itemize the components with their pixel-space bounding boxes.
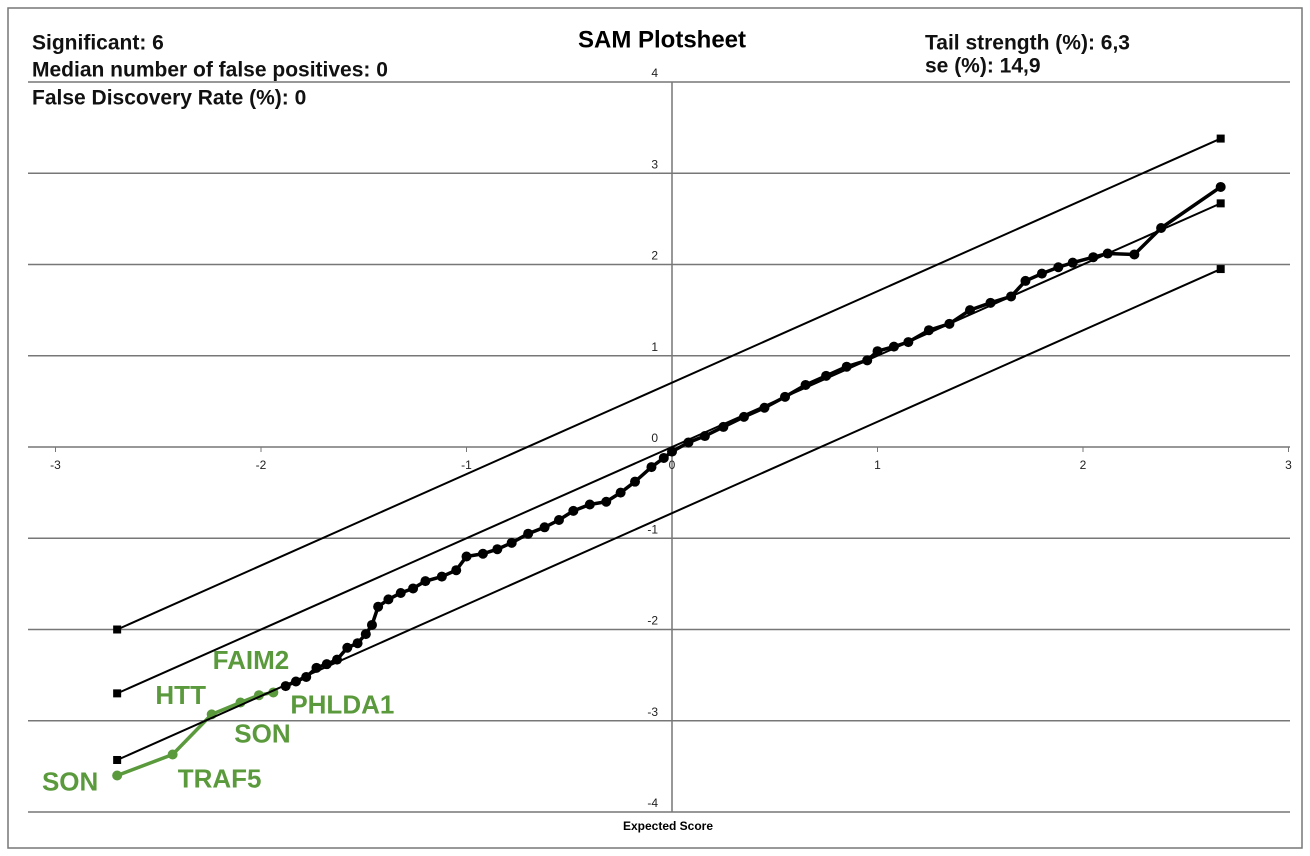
- point: [436, 571, 447, 582]
- y-tick-label: -2: [647, 614, 658, 628]
- point: [506, 537, 517, 548]
- point: [373, 601, 384, 612]
- point: [420, 576, 431, 587]
- y-tick-label: -3: [647, 705, 658, 719]
- x-tick-label: 3: [1285, 458, 1292, 472]
- annotation: Significant: 6: [32, 32, 164, 55]
- point: [352, 638, 363, 649]
- x-tick-label: 0: [669, 458, 676, 472]
- series-line: [116, 202, 1222, 695]
- point: [523, 528, 534, 539]
- point: [539, 522, 550, 533]
- x-tick-label: 1: [874, 458, 881, 472]
- point: [568, 505, 579, 516]
- point: [451, 565, 462, 576]
- chart-title: SAM Plotsheet: [578, 26, 746, 53]
- point: [658, 452, 669, 463]
- point-label: HTT: [155, 680, 206, 710]
- x-tick-label: -3: [50, 458, 61, 472]
- annotation: Tail strength (%): 6,3: [925, 32, 1130, 55]
- point: [408, 583, 419, 594]
- point: [360, 629, 371, 640]
- x-tick-label: -2: [256, 458, 267, 472]
- point: [395, 588, 406, 598]
- point-label: PHLDA1: [290, 689, 394, 719]
- point: [112, 770, 123, 781]
- y-tick-label: 2: [651, 249, 658, 263]
- point-label: FAIM2: [213, 645, 290, 675]
- point: [1053, 262, 1064, 273]
- point: [113, 689, 122, 698]
- y-tick-label: 3: [651, 157, 658, 171]
- y-tick-label: 1: [651, 340, 658, 354]
- point: [1020, 275, 1031, 286]
- point: [584, 499, 595, 510]
- point-label: SON: [234, 718, 290, 748]
- point: [1215, 181, 1226, 192]
- annotation: se (%): 14,9: [925, 55, 1041, 78]
- point: [630, 476, 641, 487]
- x-tick-label: -1: [461, 458, 472, 472]
- point: [167, 749, 178, 760]
- y-tick-label: -4: [647, 796, 658, 810]
- y-tick-label: 0: [651, 431, 658, 445]
- point: [113, 755, 122, 764]
- point: [1216, 265, 1225, 274]
- point: [1216, 199, 1225, 208]
- point: [342, 642, 353, 653]
- point: [1129, 249, 1140, 260]
- y-tick-label: -1: [647, 522, 658, 536]
- point: [461, 551, 472, 562]
- point: [553, 515, 564, 525]
- annotation: False Discovery Rate (%): 0: [32, 87, 306, 110]
- point: [1067, 257, 1078, 268]
- annotation: Median number of false positives: 0: [32, 59, 388, 82]
- point: [601, 496, 612, 507]
- y-tick-label: 4: [651, 66, 658, 80]
- point-label: TRAF5: [178, 763, 262, 793]
- point: [1216, 134, 1225, 143]
- point: [615, 487, 626, 498]
- point: [477, 548, 488, 559]
- series-line: [116, 268, 1222, 761]
- point: [383, 594, 394, 605]
- x-tick-label: 2: [1080, 458, 1087, 472]
- point-label: SON: [42, 766, 98, 796]
- point: [1036, 268, 1047, 279]
- point: [646, 462, 657, 473]
- point: [113, 625, 122, 634]
- point: [492, 544, 503, 555]
- point: [366, 619, 377, 630]
- series-line: [116, 137, 1222, 631]
- x-axis-label: Expected Score: [623, 819, 713, 833]
